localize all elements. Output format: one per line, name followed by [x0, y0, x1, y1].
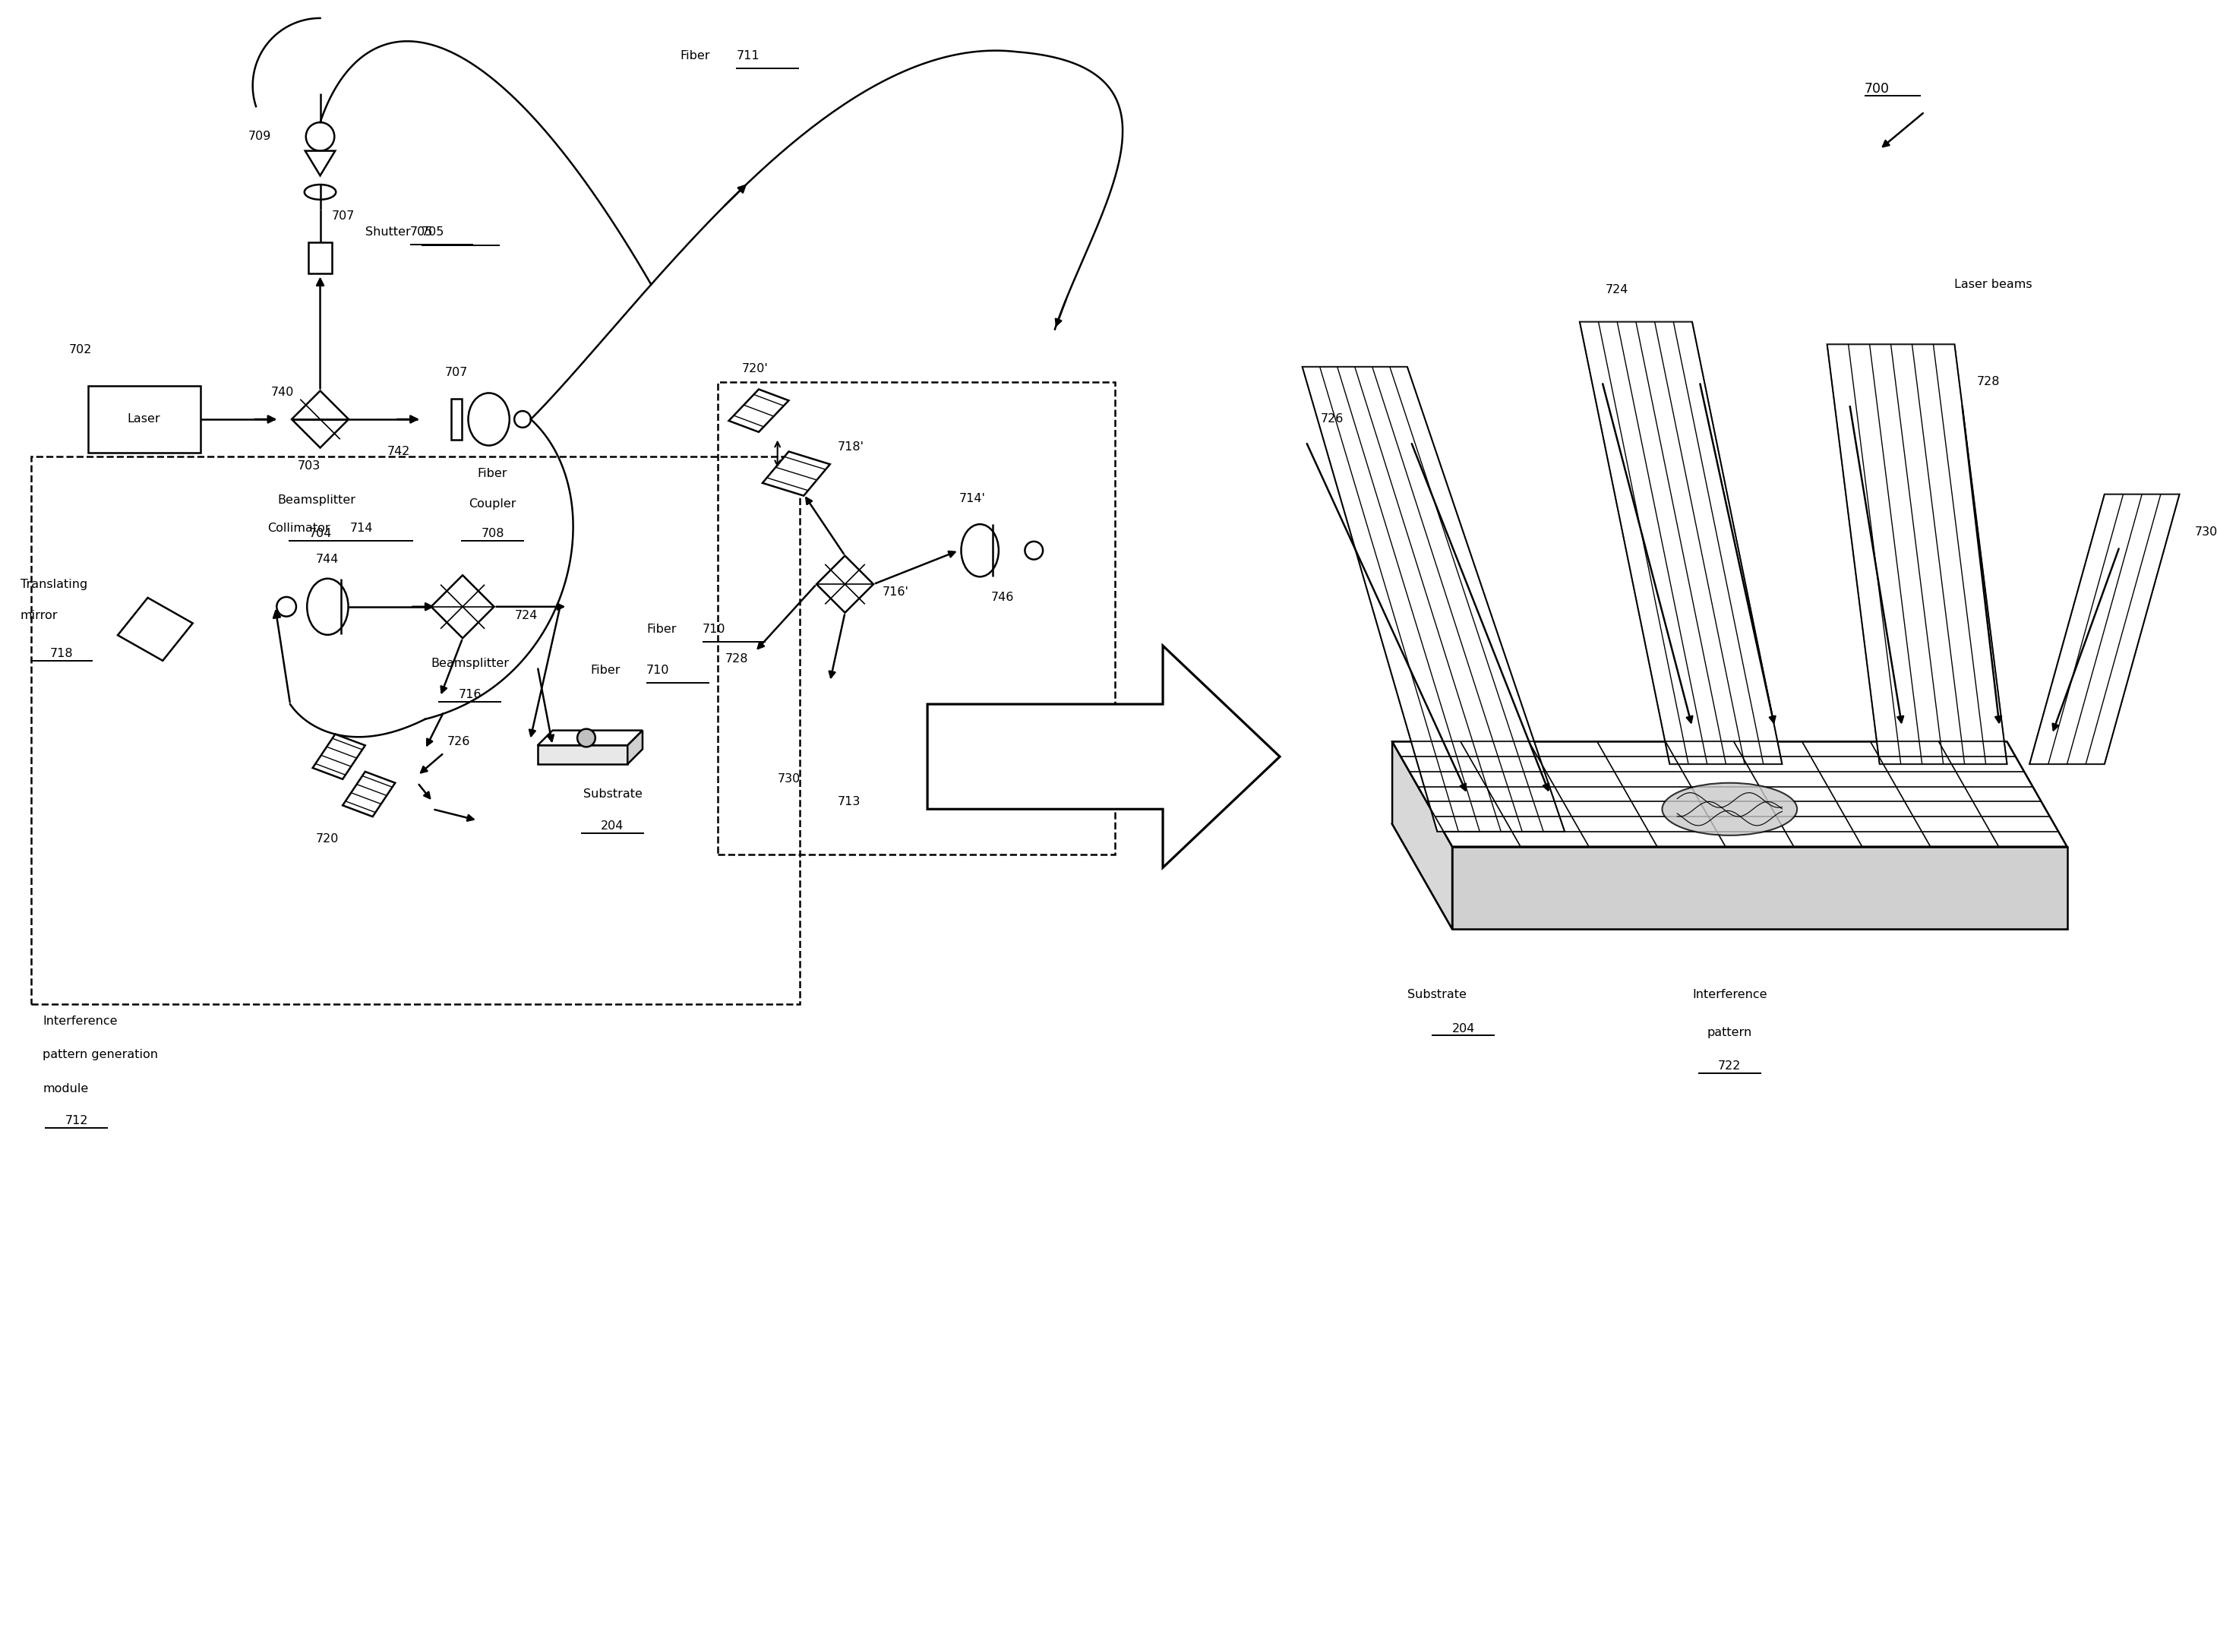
Text: Fiber: Fiber: [477, 468, 508, 479]
Text: 711: 711: [736, 50, 760, 61]
Polygon shape: [1392, 742, 1452, 928]
Text: 710: 710: [647, 664, 670, 676]
Circle shape: [576, 729, 596, 747]
Text: Translating: Translating: [20, 578, 86, 590]
Text: 713: 713: [838, 796, 860, 808]
Text: 724: 724: [1605, 284, 1629, 296]
Text: Coupler: Coupler: [468, 497, 517, 509]
Polygon shape: [537, 730, 643, 745]
Text: Fiber: Fiber: [647, 623, 676, 634]
Polygon shape: [344, 771, 395, 816]
Text: 744: 744: [317, 553, 339, 565]
Text: pattern: pattern: [1707, 1026, 1751, 1037]
Text: 704: 704: [308, 529, 333, 539]
Text: Substrate: Substrate: [1408, 990, 1465, 1001]
Bar: [89, 385, 200, 453]
Text: 702: 702: [69, 344, 93, 355]
Ellipse shape: [1663, 783, 1798, 836]
Ellipse shape: [304, 185, 337, 200]
Text: 716': 716': [882, 586, 909, 598]
Circle shape: [514, 411, 530, 428]
Text: 703: 703: [297, 461, 321, 472]
Polygon shape: [2029, 494, 2179, 765]
Text: 705: 705: [410, 226, 432, 238]
Text: 708: 708: [481, 529, 503, 539]
Text: 700: 700: [1864, 83, 1889, 96]
Ellipse shape: [468, 393, 510, 446]
Text: Beamsplitter: Beamsplitter: [277, 494, 355, 506]
Text: 720: 720: [317, 833, 339, 844]
Text: mirror: mirror: [20, 610, 58, 621]
Polygon shape: [729, 390, 789, 433]
Polygon shape: [313, 733, 366, 780]
Polygon shape: [627, 730, 643, 765]
Circle shape: [1024, 542, 1042, 560]
Text: 714': 714': [960, 492, 987, 504]
Text: 742: 742: [388, 446, 410, 458]
Text: Beamsplitter: Beamsplitter: [430, 657, 510, 669]
Polygon shape: [293, 392, 348, 448]
Ellipse shape: [306, 578, 348, 634]
Polygon shape: [430, 575, 494, 638]
Polygon shape: [927, 646, 1279, 867]
Text: 714: 714: [350, 522, 372, 534]
Polygon shape: [537, 745, 627, 765]
Text: 728: 728: [725, 654, 747, 664]
Polygon shape: [1581, 322, 1782, 765]
Polygon shape: [306, 150, 335, 175]
Text: 707: 707: [446, 367, 468, 378]
Text: Interference: Interference: [42, 1016, 118, 1026]
Text: 718: 718: [49, 648, 73, 659]
Text: 728: 728: [1978, 377, 2000, 388]
Text: module: module: [42, 1082, 89, 1094]
Text: 726: 726: [448, 735, 470, 747]
Polygon shape: [763, 451, 829, 496]
Text: 710: 710: [703, 623, 725, 634]
Polygon shape: [1301, 367, 1565, 831]
Text: 204: 204: [1452, 1023, 1474, 1034]
Bar: [31, 456, 800, 1004]
Text: 712: 712: [64, 1115, 89, 1127]
Ellipse shape: [962, 524, 998, 577]
Polygon shape: [118, 598, 193, 661]
Text: Laser beams: Laser beams: [1955, 279, 2033, 291]
Text: 709: 709: [248, 131, 270, 142]
Text: 722: 722: [1718, 1061, 1740, 1072]
Text: Collimator: Collimator: [268, 522, 330, 534]
Circle shape: [306, 122, 335, 150]
Text: 720': 720': [743, 363, 769, 375]
Text: Fiber: Fiber: [681, 50, 709, 61]
Text: 718': 718': [838, 441, 865, 453]
Text: pattern generation: pattern generation: [42, 1049, 157, 1061]
Text: 707: 707: [330, 211, 355, 221]
Polygon shape: [1452, 846, 2066, 928]
Text: Shutter: Shutter: [366, 226, 410, 238]
Text: 705: 705: [421, 226, 443, 238]
Text: Substrate: Substrate: [583, 788, 643, 800]
Text: 724: 724: [514, 610, 539, 621]
Text: 730: 730: [778, 773, 800, 785]
Text: Interference: Interference: [1692, 990, 1767, 1001]
Polygon shape: [1392, 742, 2066, 846]
Circle shape: [277, 596, 297, 616]
Bar: [452, 398, 461, 439]
Bar: [718, 382, 1115, 854]
Polygon shape: [1392, 824, 2066, 928]
Bar: [308, 243, 333, 274]
Text: 746: 746: [991, 591, 1013, 603]
Text: 740: 740: [270, 387, 295, 398]
Text: Laser: Laser: [126, 413, 160, 425]
Polygon shape: [816, 555, 873, 613]
Text: 730: 730: [2195, 525, 2217, 537]
Text: 716: 716: [459, 689, 481, 700]
Text: 726: 726: [1321, 413, 1344, 425]
Polygon shape: [1827, 344, 2006, 765]
Text: 204: 204: [601, 821, 623, 831]
Text: Fiber: Fiber: [590, 664, 621, 676]
